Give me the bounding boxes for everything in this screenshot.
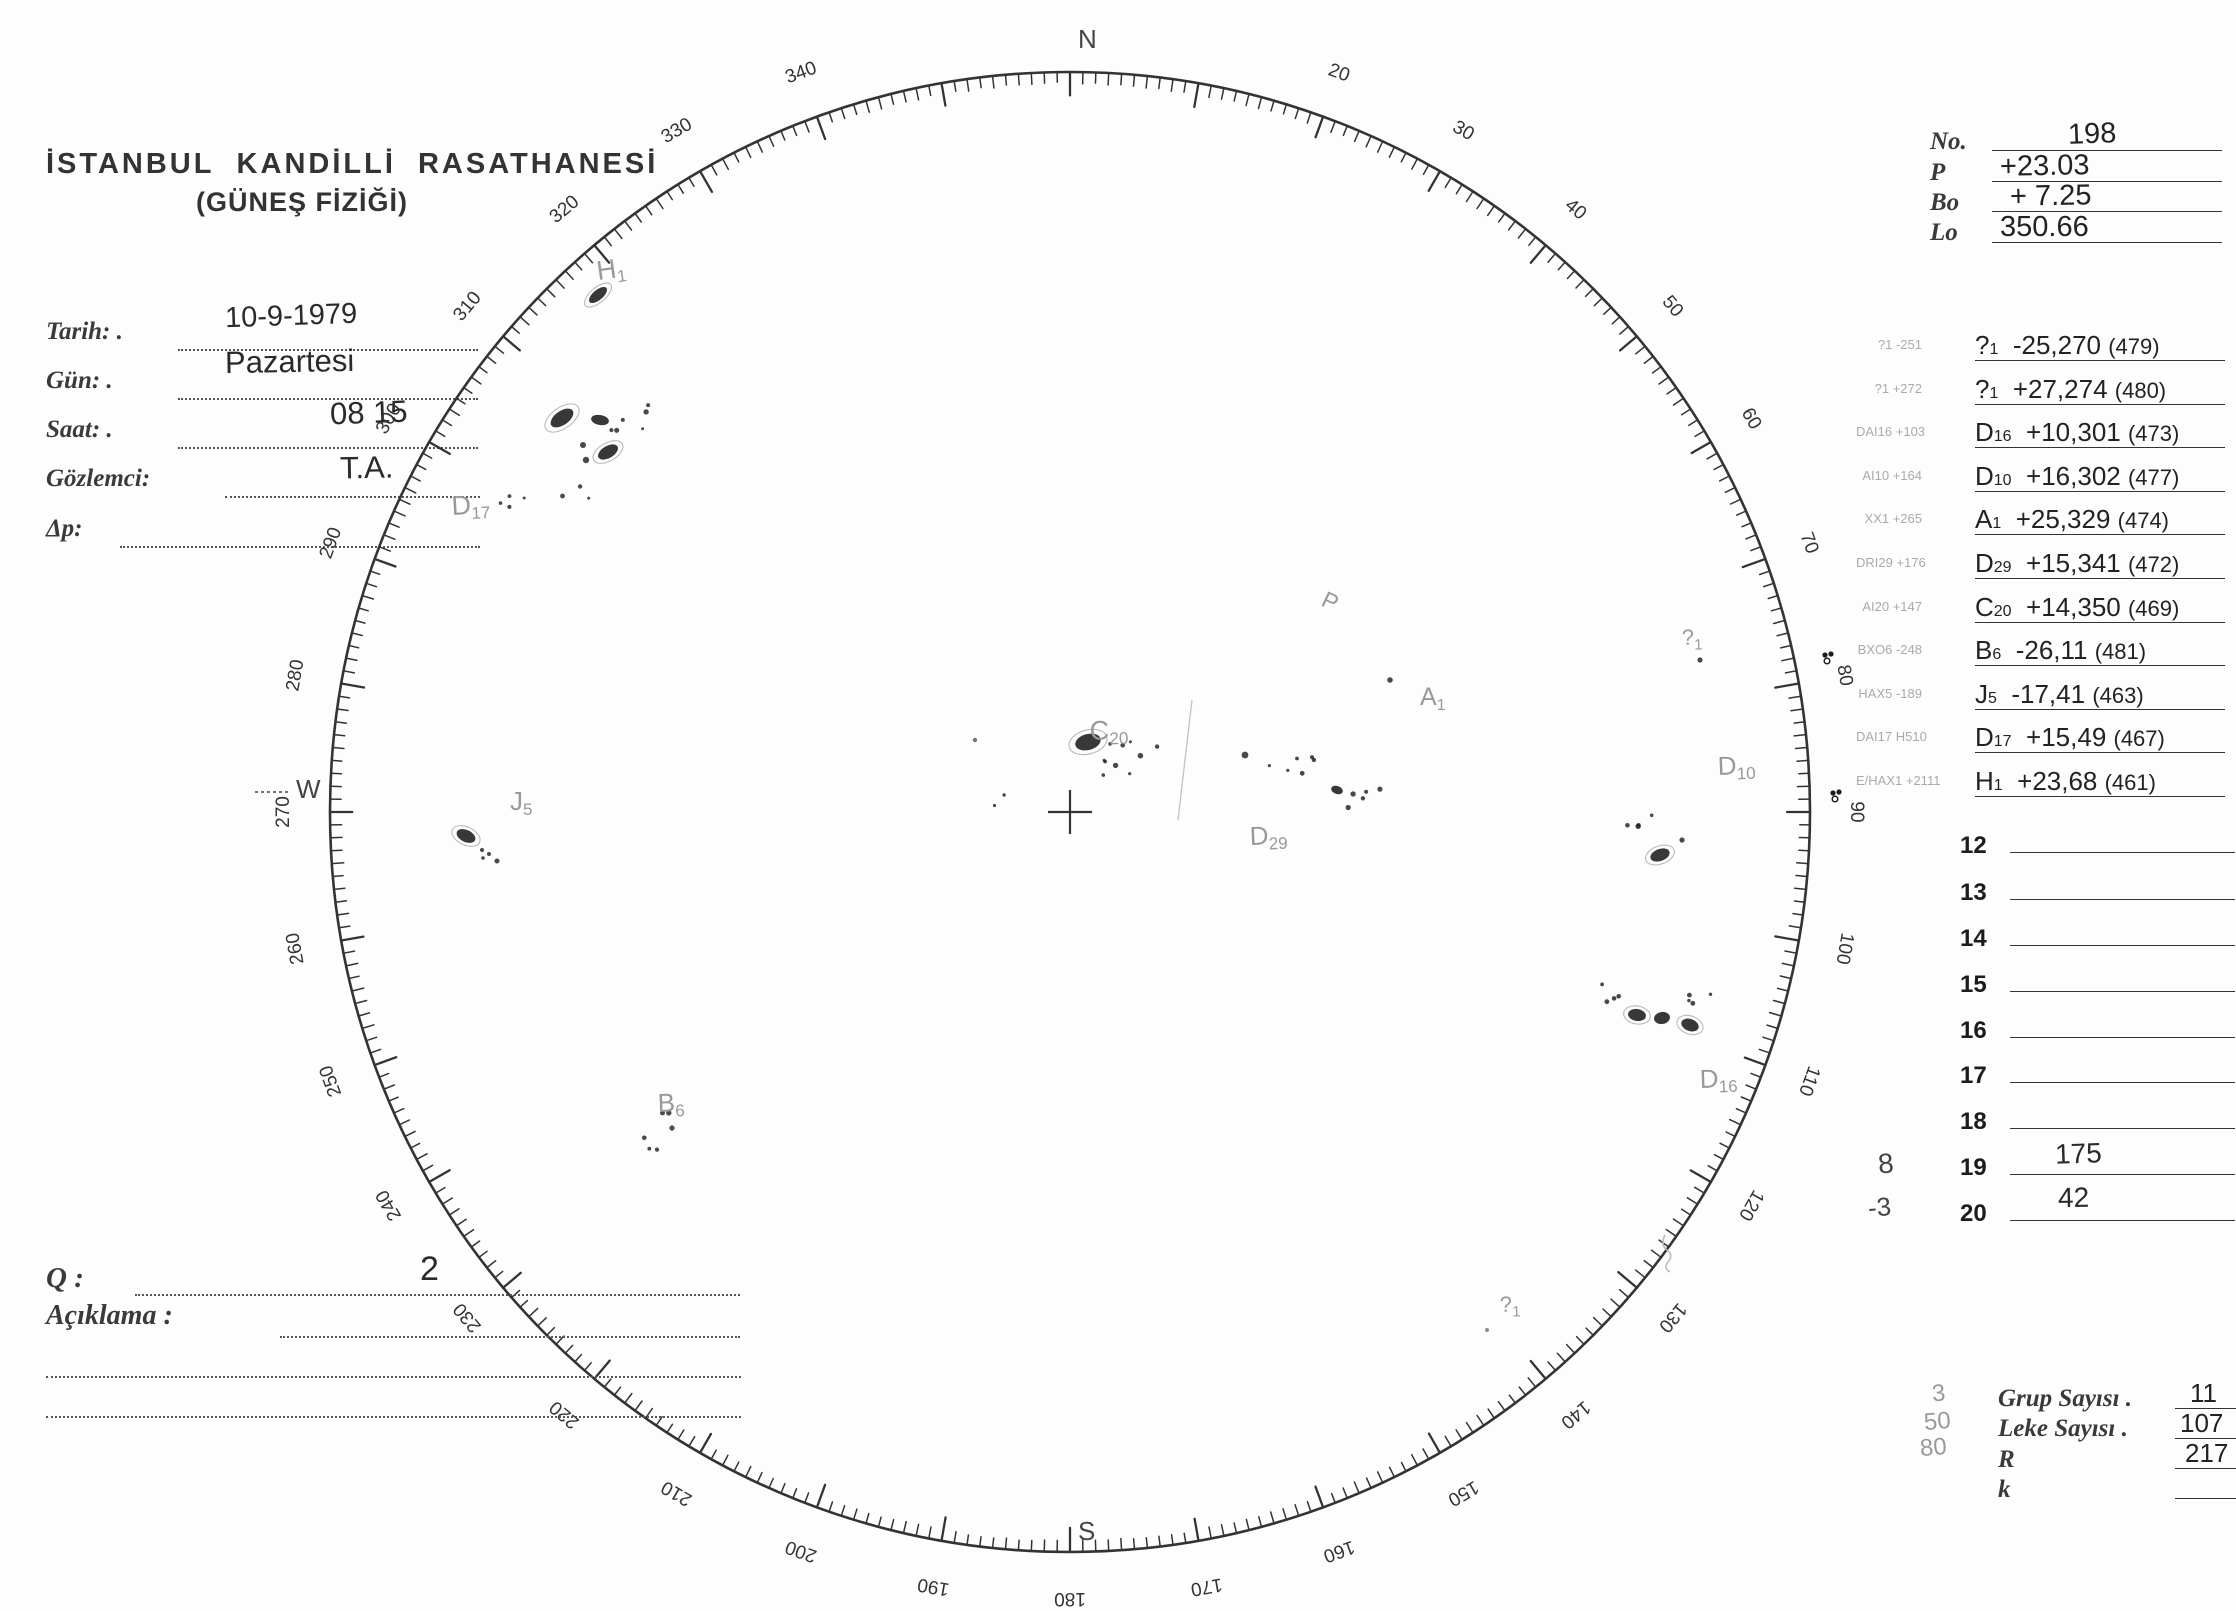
svg-text:170: 170 [1189, 1573, 1224, 1599]
svg-text:260: 260 [282, 931, 308, 966]
svg-text:D16: D16 [1699, 1063, 1738, 1097]
svg-text:270: 270 [273, 796, 294, 828]
svg-text:D29: D29 [1249, 820, 1288, 854]
svg-text:D17: D17 [451, 489, 491, 524]
svg-text:160: 160 [1320, 1536, 1357, 1567]
svg-text:?1: ?1 [1499, 1291, 1521, 1321]
svg-text:110: 110 [1794, 1063, 1824, 1099]
svg-text:80: 80 [1832, 663, 1856, 687]
svg-text:180: 180 [1054, 1588, 1086, 1609]
svg-text:340: 340 [783, 58, 820, 89]
svg-text:230: 230 [449, 1299, 485, 1337]
svg-text:60: 60 [1737, 404, 1766, 433]
svg-text:?1: ?1 [1681, 624, 1703, 654]
svg-text:50: 50 [1658, 292, 1688, 322]
svg-text:B6: B6 [657, 1087, 685, 1121]
svg-text:320: 320 [546, 191, 584, 227]
svg-text:70: 70 [1796, 530, 1823, 557]
svg-text:130: 130 [1654, 1299, 1690, 1337]
svg-text:A1: A1 [1420, 683, 1446, 714]
svg-text:S: S [1078, 1516, 1095, 1546]
svg-text:J5: J5 [510, 786, 532, 819]
svg-text:310: 310 [449, 288, 485, 326]
svg-text:280: 280 [282, 658, 308, 693]
svg-text:100: 100 [1831, 931, 1857, 966]
svg-text:150: 150 [1444, 1476, 1482, 1510]
svg-text:140: 140 [1557, 1396, 1595, 1432]
svg-text:330: 330 [658, 114, 696, 148]
svg-text:D10: D10 [1717, 750, 1756, 784]
svg-text:20: 20 [1325, 59, 1352, 86]
svg-text:40: 40 [1561, 195, 1591, 225]
svg-text:290: 290 [316, 525, 347, 562]
svg-text:240: 240 [372, 1186, 406, 1224]
svg-text:30: 30 [1449, 117, 1478, 146]
svg-text:C20: C20 [1089, 715, 1129, 749]
svg-text:N: N [1078, 24, 1097, 54]
svg-text:200: 200 [783, 1536, 820, 1567]
svg-text:P: P [1318, 586, 1343, 616]
svg-text:120: 120 [1734, 1186, 1768, 1224]
svg-text:210: 210 [658, 1476, 696, 1510]
svg-text:190: 190 [916, 1573, 951, 1599]
svg-text:H1: H1 [595, 252, 628, 289]
svg-text:90: 90 [1846, 801, 1867, 822]
svg-text:250: 250 [316, 1062, 347, 1099]
svg-text:W: W [296, 774, 321, 804]
